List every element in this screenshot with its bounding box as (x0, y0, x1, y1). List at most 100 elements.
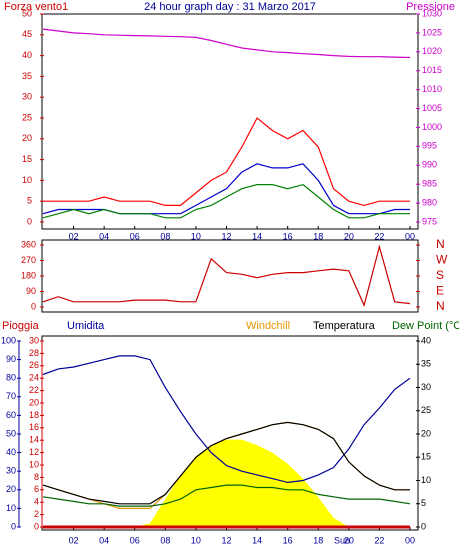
y2-tick-label: 40 (421, 335, 431, 345)
y2-tick-label: 30 (421, 382, 431, 392)
x-tick-label: 00 (405, 231, 415, 241)
legend-entry: Dew Point (°C (392, 320, 459, 332)
y-tick-label: 15 (22, 154, 32, 164)
x-tick-label: 02 (69, 231, 79, 241)
y3-tick-label: 20 (29, 397, 39, 407)
series-line (42, 28, 411, 59)
x-tick-label: 18 (313, 535, 323, 545)
y-tick-label: 45 (22, 29, 32, 39)
x-tick-label: 06 (130, 535, 140, 545)
x-tick-label: 18 (313, 231, 323, 241)
y2-tick-label: 985 (422, 179, 437, 189)
x-tick-label: 16 (283, 231, 293, 241)
y-axis-label: Forza vento1 (4, 1, 68, 13)
y2-tick-label: 0 (421, 521, 426, 531)
y2-tick-label: 5 (421, 498, 426, 508)
y2-tick-label: 20 (421, 428, 431, 438)
x-tick-label: 22 (374, 535, 384, 545)
y-tick-label: 180 (21, 270, 36, 280)
y-tick-label: 360 (21, 239, 36, 249)
y2-tick-label: 1005 (422, 103, 442, 113)
y2-tick-label: 10 (421, 475, 431, 485)
y-tick-label: 30 (6, 466, 16, 476)
x-tick-label: 12 (221, 535, 231, 545)
y-tick-label: 20 (6, 484, 16, 494)
y-tick-label: 50 (22, 8, 32, 18)
area (43, 439, 410, 527)
y-tick-label: 35 (22, 71, 32, 81)
x-tick-label: 04 (99, 535, 109, 545)
y2-tick-label: S (436, 268, 444, 282)
y2-tick-label: 15 (421, 452, 431, 462)
y-tick-label: 40 (6, 447, 16, 457)
y2-tick-label: 1015 (422, 65, 442, 75)
legend-entry: Temperatura (313, 320, 376, 332)
legend-entry: Umidita (67, 320, 105, 332)
y2-tick-label: 35 (421, 359, 431, 369)
x-tick-label: 08 (160, 231, 170, 241)
y-tick-label: 30 (22, 92, 32, 102)
y3-tick-label: 12 (29, 447, 39, 457)
x-tick-label: 20 (344, 535, 354, 545)
x-tick-label: 10 (191, 231, 201, 241)
y-tick-label: 80 (6, 373, 16, 383)
y3-tick-label: 0 (34, 521, 39, 531)
y2-tick-label: 980 (422, 197, 437, 207)
x-tick-label: 04 (99, 231, 109, 241)
y-tick-label: 60 (6, 410, 16, 420)
series-line (43, 117, 410, 207)
y-tick-label: 0 (11, 521, 16, 531)
x-tick-label: 02 (69, 535, 79, 545)
series-line (42, 421, 410, 505)
y2-tick-label: 25 (421, 405, 431, 415)
y2-tick-label: E (436, 284, 444, 298)
x-tick-label: 14 (252, 535, 262, 545)
y-tick-label: 70 (6, 391, 16, 401)
y3-tick-label: 6 (34, 484, 39, 494)
chart-title: 24 hour graph day : 31 Marzo 2017 (144, 1, 316, 13)
y3-tick-label: 2 (34, 509, 39, 519)
y3-tick-label: 4 (34, 497, 39, 507)
y-tick-label: 90 (26, 286, 36, 296)
y-tick-label: 5 (27, 196, 32, 206)
y2-tick-label: 1020 (422, 46, 442, 56)
y-tick-label: 25 (22, 112, 32, 122)
y-tick-label: 50 (6, 428, 16, 438)
x-tick-label: 16 (283, 535, 293, 545)
y2-tick-label: N (436, 299, 445, 313)
y2-axis-label: Pressione (406, 1, 455, 13)
y3-tick-label: 18 (29, 410, 39, 420)
y3-tick-label: 26 (29, 360, 39, 370)
y3-tick-label: 30 (29, 335, 39, 345)
series-line (42, 355, 411, 484)
plot-frame (41, 13, 419, 230)
y-tick-label: 100 (1, 335, 16, 345)
y3-tick-label: 10 (29, 459, 39, 469)
legend-entry: Pioggia (2, 320, 40, 332)
y-tick-label: 40 (22, 50, 32, 60)
x-tick-label: 20 (344, 231, 354, 241)
annotation: Sun (334, 535, 350, 545)
x-tick-label: 08 (160, 535, 170, 545)
y2-tick-label: 990 (422, 160, 437, 170)
y2-tick-label: 1000 (422, 122, 442, 132)
y3-tick-label: 16 (29, 422, 39, 432)
y-tick-label: 20 (22, 133, 32, 143)
y3-tick-label: 14 (29, 435, 39, 445)
y2-tick-label: 1010 (422, 84, 442, 94)
y3-tick-label: 28 (29, 348, 39, 358)
series-line (42, 484, 411, 507)
y3-tick-label: 24 (29, 373, 39, 383)
y2-tick-label: 1030 (422, 8, 442, 18)
y2-tick-label: 995 (422, 141, 437, 151)
x-tick-label: 00 (405, 535, 415, 545)
series-line (42, 244, 411, 308)
x-tick-label: 22 (374, 231, 384, 241)
y3-tick-label: 8 (34, 472, 39, 482)
y-tick-label: 90 (6, 354, 16, 364)
y-tick-label: 10 (22, 175, 32, 185)
y3-tick-label: 22 (29, 385, 39, 395)
x-tick-label: 06 (130, 231, 140, 241)
y-tick-label: 0 (31, 301, 36, 311)
